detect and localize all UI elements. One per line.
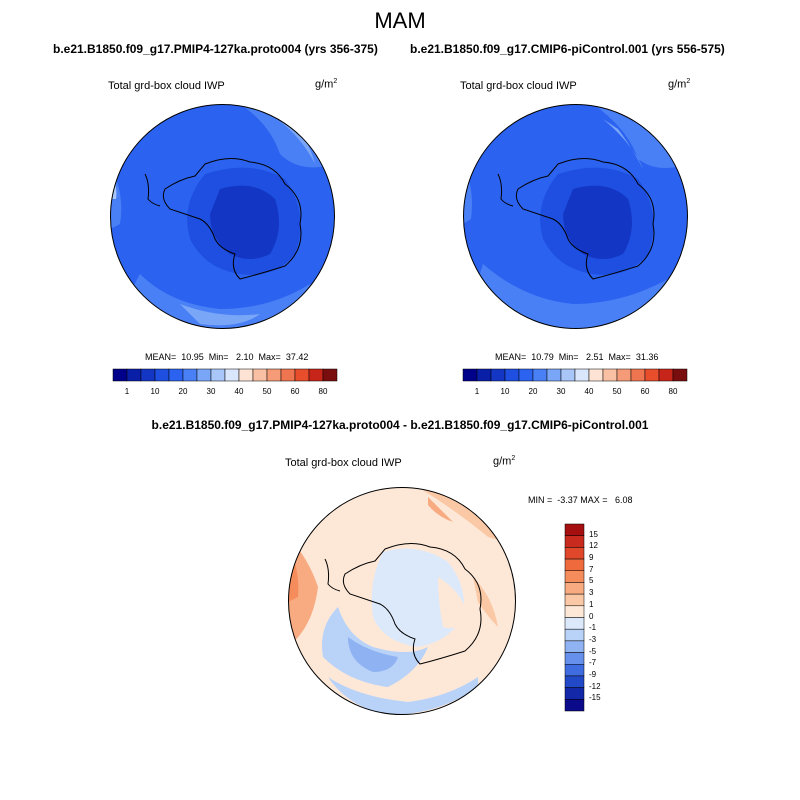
colorbar-swatch [322,368,338,382]
colorbar-tick-label: 60 [640,387,650,396]
colorbar-tick-label: -3 [589,634,597,644]
units-diff: g/m2 [493,455,516,468]
colorbar-swatch [546,368,562,382]
stats-right: MEAN= 10.79 Min= 2.51 Max= 31.36 [495,352,659,362]
units-right: g/m2 [668,78,691,91]
colorbar-swatch [630,368,646,382]
colorbar-swatch [224,368,240,382]
season-title: MAM [374,8,426,33]
colorbar-swatch [564,582,585,595]
colorbar-tick-label: 20 [178,387,188,396]
colorbar-tick-label: -7 [589,658,597,668]
colorbar-tick-label: -12 [589,681,601,691]
colorbar-tick-label: 40 [234,387,244,396]
colorbar-tick-label: 30 [206,387,216,396]
colorbar-tick-label: -1 [589,623,597,633]
colorbar-swatch [616,368,632,382]
colorbar-tick-label: 15 [589,529,598,539]
colorbar-tick-label: 80 [668,387,678,396]
colorbar-swatch [112,368,128,382]
colorbar-swatch [308,368,324,382]
colorbar-swatch [588,368,604,382]
colorbar-tick-label: 10 [150,387,160,396]
colorbar-swatch [182,368,198,382]
colorbar-left [112,368,338,382]
run-title-left: b.e21.B1850.f09_g17.PMIP4-127ka.proto004… [53,42,378,56]
variable-label-diff: Total grd-box cloud IWP [285,457,402,469]
colorbar-swatch [238,368,254,382]
polar-map-right [463,104,688,329]
colorbar-swatch [564,699,585,712]
colorbar-swatch [564,628,585,642]
colorbar-swatch [476,368,492,382]
colorbar-swatch [168,368,184,382]
colorbar-tick-label: 80 [318,387,328,396]
colorbar-diff [564,523,585,712]
colorbar-swatch [564,664,585,677]
colorbar-swatch [462,368,478,382]
colorbar-tick-label: -15 [589,693,601,703]
colorbar-swatch [564,640,585,653]
colorbar-swatch [564,570,585,583]
colorbar-swatch [574,368,590,382]
colorbar-tick-label: 50 [612,387,622,396]
colorbar-swatch [564,558,585,571]
colorbar-swatch [564,675,585,688]
colorbar-swatch [154,368,170,382]
colorbar-tick-label: 0 [589,611,594,621]
colorbar-tick-label: 1 [474,387,480,396]
colorbar-swatch [564,593,585,607]
colorbar-swatch [518,368,534,382]
colorbar-tick-label: 1 [589,599,594,609]
colorbar-swatch [658,368,674,382]
colorbar-tick-label: 10 [500,387,510,396]
colorbar-tick-label: 40 [584,387,594,396]
colorbar-swatch [564,535,585,548]
colorbar-tick-label: 7 [589,564,594,574]
colorbar-swatch [504,368,520,382]
colorbar-right [462,368,688,382]
colorbar-tick-label: 3 [589,588,594,598]
colorbar-swatch [210,368,226,382]
colorbar-swatch [560,368,576,382]
colorbar-swatch [266,368,282,382]
colorbar-tick-label: 1 [124,387,130,396]
colorbar-swatch [672,368,688,382]
colorbar-swatch [532,368,548,382]
colorbar-swatch [602,368,618,382]
colorbar-tick-label: 9 [589,553,594,563]
variable-label-left: Total grd-box cloud IWP [108,80,225,92]
polar-map-diff [288,487,516,715]
colorbar-tick-label: -9 [589,669,597,679]
variable-label-right: Total grd-box cloud IWP [460,80,577,92]
run-title-right: b.e21.B1850.f09_g17.CMIP6-piControl.001 … [410,42,725,56]
colorbar-swatch [564,605,585,618]
colorbar-swatch [644,368,660,382]
colorbar-tick-label: 5 [589,576,594,586]
colorbar-swatch [564,523,585,536]
polar-map-left [110,104,335,329]
colorbar-swatch [564,547,585,560]
colorbar-swatch [294,368,310,382]
colorbar-swatch [140,368,156,382]
stats-diff: MIN = -3.37 MAX = 6.08 [528,495,633,505]
colorbar-tick-label: -5 [589,646,597,656]
colorbar-tick-label: 20 [528,387,538,396]
colorbar-tick-label: 30 [556,387,566,396]
colorbar-swatch [280,368,296,382]
stats-left: MEAN= 10.95 Min= 2.10 Max= 37.42 [145,352,309,362]
colorbar-swatch [490,368,506,382]
colorbar-swatch [196,368,212,382]
colorbar-tick-label: 12 [589,541,598,551]
colorbar-tick-label: 50 [262,387,272,396]
difference-title: b.e21.B1850.f09_g17.PMIP4-127ka.proto004… [151,418,649,432]
colorbar-swatch [252,368,268,382]
colorbar-swatch [126,368,142,382]
colorbar-tick-label: 60 [290,387,300,396]
colorbar-swatch [564,652,585,665]
units-left: g/m2 [315,78,338,91]
colorbar-swatch [564,617,585,630]
colorbar-swatch [564,687,585,700]
